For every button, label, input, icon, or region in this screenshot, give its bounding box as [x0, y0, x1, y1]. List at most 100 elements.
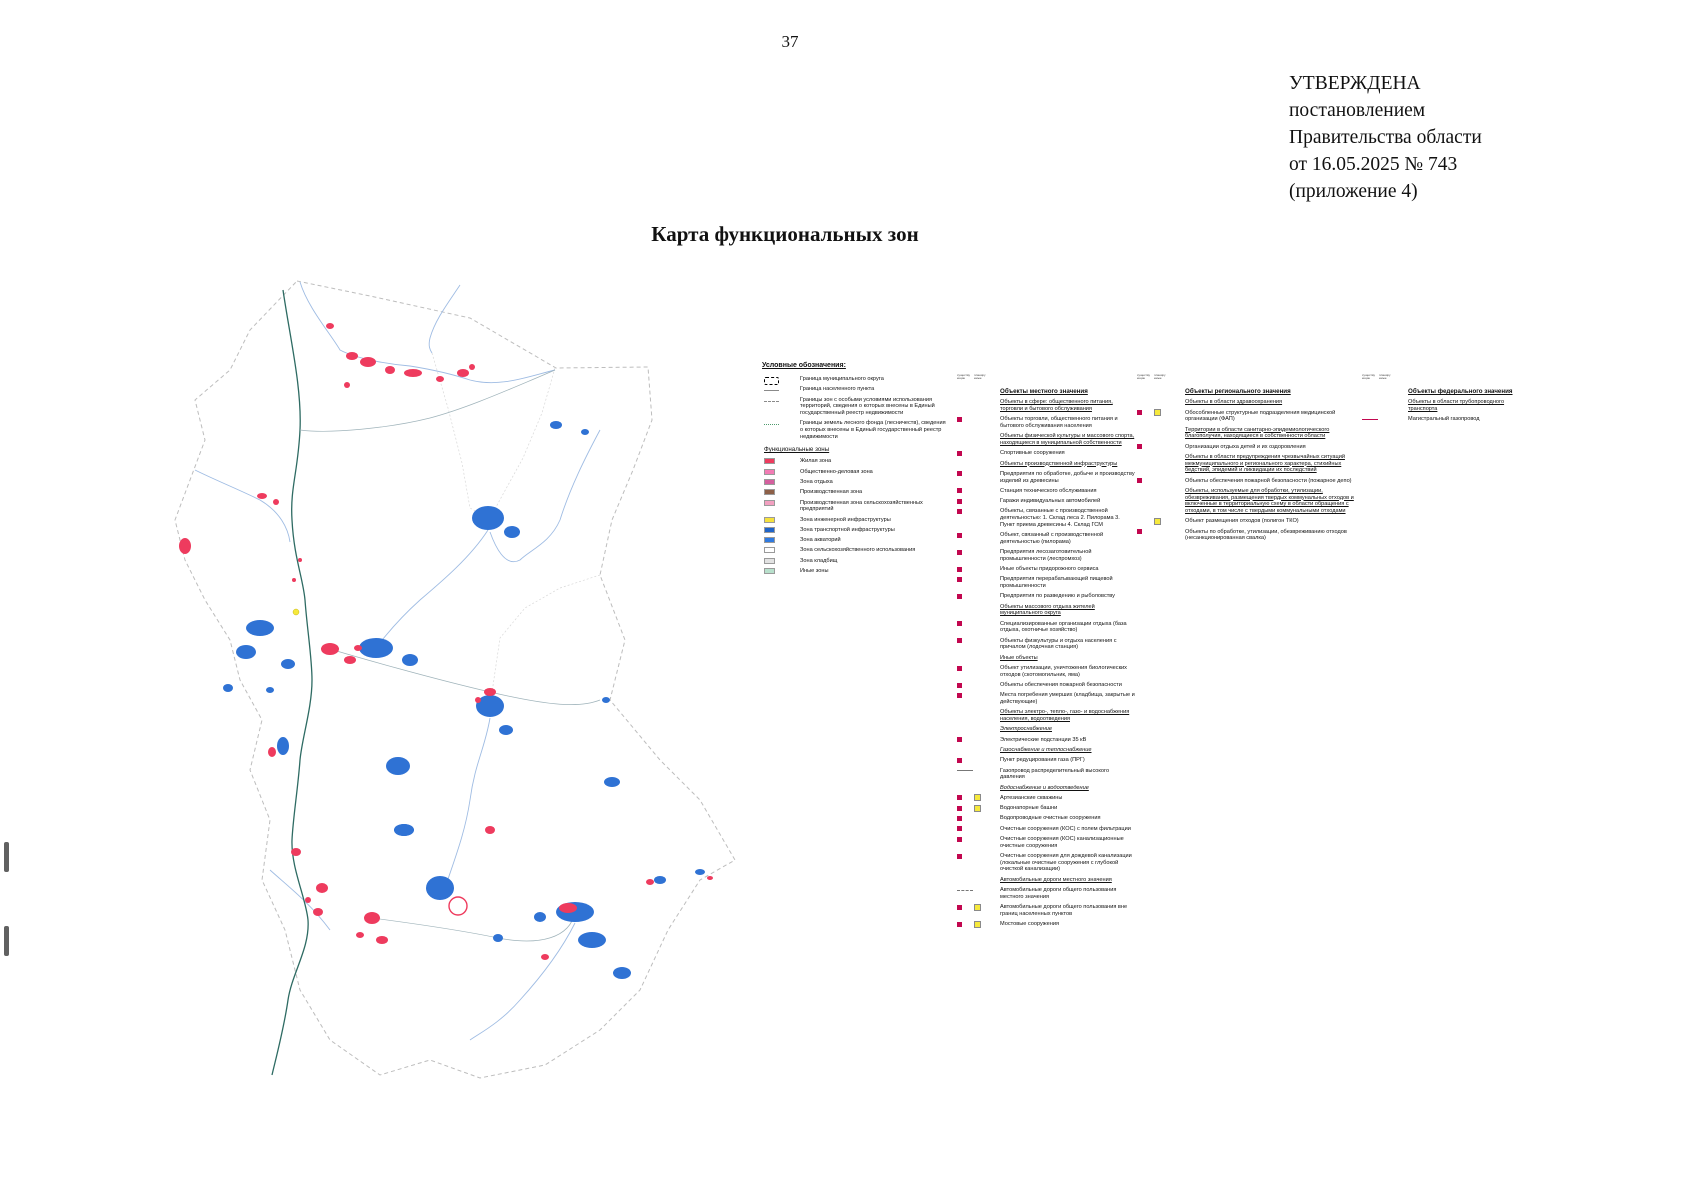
legend-label: Водопроводные очистные сооружения [1000, 815, 1101, 822]
b-municipal-symbol [764, 377, 779, 385]
legend-item-row: Объект размещения отходов (полигон ТКО) [1135, 517, 1359, 525]
legend-label: Объекты, связанные с производственной де… [1000, 508, 1120, 528]
legend-item-row: Автомобильные дороги общего пользования … [955, 903, 1135, 917]
status-planned-label: планируемые [974, 374, 986, 381]
map-district-boundary [174, 280, 736, 1079]
red-square-symbol [957, 549, 962, 555]
legend-header-row: Иные объекты [955, 655, 1135, 662]
legend-label: Очистные сооружения (КОС) канализационны… [1000, 836, 1124, 849]
line-symbol [957, 889, 973, 891]
legend-symbol-cell [957, 498, 962, 504]
legend-item-row: Артезианские скважины [955, 794, 1135, 802]
legend-symbol-cell [957, 794, 981, 802]
legend-label: Газопровод распределительный высокого да… [1000, 767, 1110, 781]
zone-color-swatch [764, 516, 775, 523]
legend-label: Автомобильные дороги общего пользования … [1000, 887, 1117, 900]
legend-title-row: Объекты местного значения [955, 388, 1135, 396]
red-square-symbol [957, 826, 962, 832]
legend-symbol-cell [957, 638, 962, 644]
legend-header-row: Объекты в сфере: общественного питания, … [955, 399, 1135, 412]
legend-label: Зона акваторий [800, 537, 841, 544]
legend-symbol-cell [957, 471, 962, 477]
legend-column-symbols: Условные обозначения: Граница муниципаль… [762, 362, 950, 578]
legend-label: Общественно-деловая зона [800, 468, 873, 475]
page-title: Карта функциональных зон [651, 222, 919, 246]
map-residential-zones [179, 323, 713, 960]
legend-boundary-row: Границы земель лесного фонда (лесничеств… [762, 420, 950, 440]
legend-boundaries-list: Граница муниципального округа Граница нас… [762, 376, 950, 440]
legend-label: Объекты обеспечения пожарной безопасност… [1185, 477, 1352, 484]
zones-heading: Функциональные зоны [764, 446, 830, 454]
yellow-square-symbol [974, 920, 981, 928]
red-square-symbol [957, 450, 962, 456]
zone-color-swatch [764, 568, 775, 575]
zone-color-swatch [764, 489, 775, 496]
legend-label: Объекты в области трубопроводного трансп… [1408, 399, 1505, 412]
line-symbol [1362, 418, 1378, 420]
legend-boundary-row: Граница населенного пункта [762, 386, 950, 393]
legend-federal-list: Объекты федерального значения Объекты в о… [1360, 388, 1520, 423]
legend-header-row: Объекты производственной инфраструктуры [955, 461, 1135, 468]
legend-symbol-cell [957, 416, 962, 422]
legend-header-row: Объекты в области здравоохранения [1135, 399, 1359, 406]
legend-item-row: Предприятия перерабатывающей пищевой про… [955, 576, 1135, 589]
legend-item-row: Объекты физкультуры и отдыха населения с… [955, 638, 1135, 651]
legend-symbol-cell [1137, 529, 1142, 535]
legend-title-row: Объекты регионального значения [1135, 388, 1359, 396]
legend-label: Объекты обеспечения пожарной безопасност… [1000, 682, 1122, 689]
legend-item-row: Места погребения умерших (кладбища, закр… [955, 692, 1135, 705]
legend-header-row: Объекты физической культуры и массового … [955, 433, 1135, 446]
legend-item-row: Электрические подстанции 35 кВ [955, 737, 1135, 744]
legend-symbol-cell [957, 815, 962, 821]
red-square-symbol [957, 815, 962, 821]
legend-symbol-cell [957, 450, 962, 456]
legend-label: Предприятия лесозаготовительной промышле… [1000, 549, 1092, 562]
legend-header-row: Территории в области санитарно-эпидемиол… [1135, 427, 1359, 440]
legend-item-row: Станция технического обслуживания [955, 488, 1135, 495]
legend-subheader-row: Электроснабжение [955, 726, 1135, 733]
legend-symbol-cell [957, 768, 973, 774]
legend-label: Иные объекты придорожного сервиса [1000, 566, 1099, 573]
legend-zone-row: Производственная зона сельскохозяйственн… [762, 499, 950, 513]
legend-zones-list: Жилая зона Общественно-деловая зона Зона о… [762, 458, 950, 575]
legend-label: Автомобильные дороги местного значения [1000, 876, 1112, 883]
red-square-symbol [957, 904, 962, 910]
legend-symbol-cell [957, 692, 962, 698]
legend-label: Производственная зона сельскохозяйственн… [800, 499, 923, 513]
legend-header-row: Объекты, используемые для обработки, ути… [1135, 488, 1359, 515]
yellow-square-symbol [974, 804, 981, 812]
legend-item-row: Объекты по обработке, утилизации, обезвр… [1135, 529, 1359, 542]
map-settlement-ring [448, 896, 468, 916]
red-square-symbol [957, 471, 962, 477]
zone-color-swatch [764, 547, 775, 554]
map-rivers [194, 281, 601, 1041]
zone-color-swatch [764, 526, 775, 533]
legend-zone-row: Зона сельскохозяйственного использования [762, 547, 950, 554]
approval-line: Правительства области [1289, 127, 1482, 148]
legend-header-row: Автомобильные дороги местного значения [955, 877, 1135, 884]
legend-label: Места погребения умерших (кладбища, закр… [1000, 692, 1135, 706]
legend-zone-row: Зона отдыха [762, 479, 950, 486]
page-number: 37 [781, 32, 799, 51]
legend-label: Водонапорные башни [1000, 805, 1058, 812]
legend-symbol-cell [957, 566, 962, 572]
legend-symbol-cell [957, 826, 962, 832]
legend-label: Объекты местного значения [1000, 388, 1088, 395]
red-square-symbol [957, 737, 962, 743]
red-square-symbol [957, 682, 962, 688]
legend-label: Объект, связанный с производственной дея… [1000, 532, 1104, 545]
legend-symbol-cell [957, 593, 962, 599]
approval-line: УТВЕРЖДЕНА [1289, 73, 1421, 94]
legend-item-row: Объекты обеспечения пожарной безопасност… [955, 682, 1135, 689]
red-square-symbol [957, 836, 962, 842]
legend-label: Объекты физкультуры и отдыха населения с… [1000, 637, 1117, 651]
legend-label: Объекты в области предупреждения чрезвыч… [1185, 453, 1345, 474]
legend-label: Зона инженерной инфраструктуры [800, 516, 891, 523]
zone-color-swatch [764, 557, 775, 564]
legend-label: Объект утилизации, уничтожения биологиче… [1000, 665, 1127, 678]
map-canvas [174, 280, 736, 1079]
b-zouit-symbol [764, 400, 779, 402]
red-square-symbol [957, 853, 962, 859]
scan-artifact [4, 926, 9, 956]
status-existing-label: существующие [1362, 374, 1375, 381]
